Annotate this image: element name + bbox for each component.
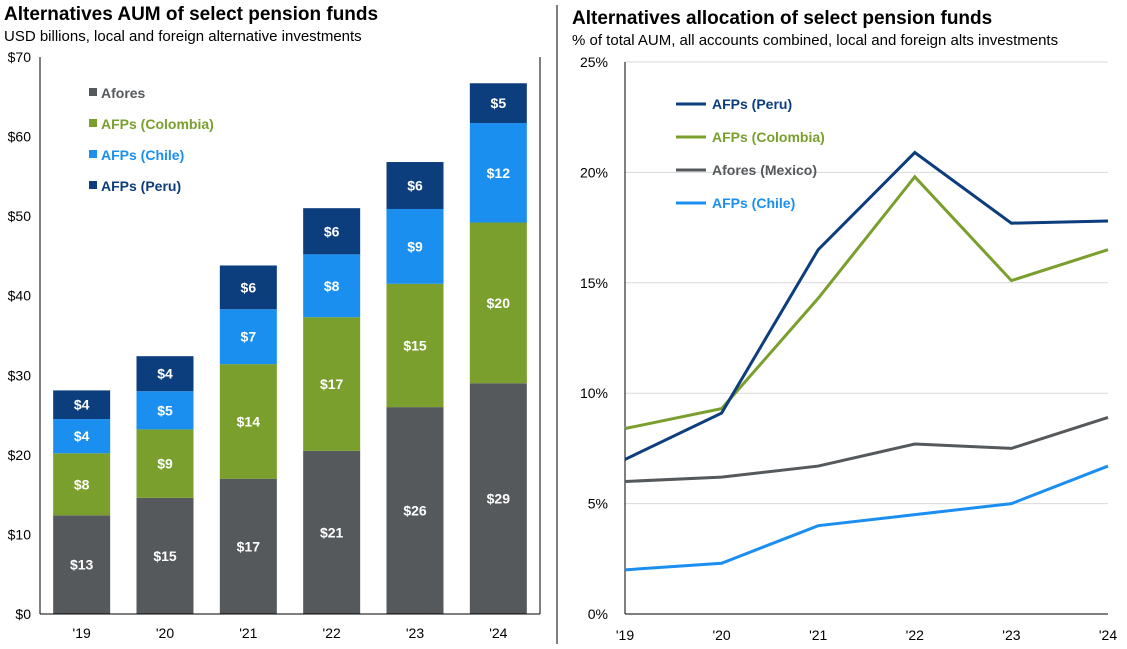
- right-chart-title: Alternatives allocation of select pensio…: [572, 8, 992, 29]
- y-tick-label: $30: [8, 367, 32, 383]
- bar-data-label: $6: [241, 279, 257, 295]
- line-series: [624, 464, 1109, 572]
- bar-segment: [469, 383, 527, 614]
- bar-data-label: $9: [407, 238, 423, 254]
- y-tick-label: 5%: [588, 496, 608, 512]
- x-tick-label: '24: [489, 625, 507, 641]
- right-line-chart: 0% 5% 10% 15% 20% 25% '19 '20 '21 '22 '23 '24 AFPs (…: [580, 54, 1117, 643]
- line-series: [624, 174, 1109, 430]
- bar-data-label: $8: [74, 476, 90, 492]
- bar-segment: [136, 429, 194, 498]
- left-chart-subtitle: USD billions, local and foreign alternat…: [4, 28, 362, 45]
- legend-label: Afores (Mexico): [712, 162, 817, 178]
- legend-label: AFPs (Peru): [101, 178, 181, 194]
- line-series: [624, 150, 1109, 461]
- bar-data-label: $8: [324, 278, 340, 294]
- x-tick-label: '19: [616, 627, 634, 643]
- x-tick-label: '23: [1002, 627, 1020, 643]
- line-series: [624, 416, 1109, 484]
- bar-segment: [386, 283, 444, 408]
- legend-swatch: [89, 88, 97, 96]
- legend-label: AFPs (Peru): [712, 96, 792, 112]
- bar-segment: [219, 478, 277, 614]
- y-tick-label: $20: [8, 447, 32, 463]
- x-tick-label: '22: [323, 625, 341, 641]
- x-tick-label: '22: [906, 627, 924, 643]
- y-tick-label: $50: [8, 208, 32, 224]
- bar-segment: [219, 309, 277, 365]
- bar-segment: [303, 208, 361, 255]
- x-tick-label: '23: [406, 625, 424, 641]
- bar-segment: [53, 390, 111, 420]
- bar-segment: [53, 515, 111, 614]
- legend-label: AFPs (Colombia): [712, 129, 825, 145]
- bar-segment: [219, 364, 277, 479]
- left-bar-chart: $13 $15 $17 $21 $26 $29 $8 $9 $14 $17 $15 $20 $4 $5 $7…: [8, 49, 541, 641]
- y-tick-label: $70: [8, 49, 32, 65]
- bar-segment: [53, 419, 111, 454]
- bar-data-label: $14: [237, 413, 261, 429]
- bar-data-label: $29: [487, 491, 511, 507]
- bar-segment: [303, 254, 361, 318]
- bar-segment: [386, 162, 444, 209]
- legend-label: AFPs (Chile): [712, 195, 795, 211]
- y-tick-label: $10: [8, 526, 32, 542]
- x-tick-label: '20: [712, 627, 730, 643]
- bar-data-label: $15: [403, 337, 427, 353]
- y-tick-label: 15%: [580, 275, 608, 291]
- legend-label: Afores: [101, 85, 146, 101]
- x-tick-label: '20: [156, 625, 174, 641]
- bar-data-label: $4: [74, 428, 90, 444]
- legend-swatch: [89, 181, 97, 189]
- bar-segment: [136, 391, 194, 430]
- x-tick-label: '21: [239, 625, 257, 641]
- bar-data-label: $13: [70, 557, 94, 573]
- right-chart-subtitle: % of total AUM, all accounts combined, l…: [572, 32, 1058, 49]
- bar-segment: [303, 317, 361, 451]
- bar-segment: [136, 497, 194, 614]
- y-tick-label: $60: [8, 129, 32, 145]
- bar-segment: [53, 453, 111, 516]
- legend-label: AFPs (Chile): [101, 147, 184, 163]
- bar-data-label: $9: [157, 456, 173, 472]
- bar-data-label: $26: [403, 503, 427, 519]
- bar-data-label: $12: [487, 165, 511, 181]
- y-tick-label: 25%: [580, 54, 608, 70]
- legend-label: AFPs (Colombia): [101, 116, 214, 132]
- x-tick-label: '19: [73, 625, 91, 641]
- bar-segment: [469, 83, 527, 124]
- legend-swatch: [89, 150, 97, 158]
- y-tick-label: $40: [8, 288, 32, 304]
- bar-segment: [386, 208, 444, 284]
- bar-data-label: $15: [153, 548, 177, 564]
- bar-segment: [303, 450, 361, 614]
- bar-data-label: $5: [157, 402, 173, 418]
- bar-data-label: $21: [320, 524, 344, 540]
- bar-data-label: $17: [237, 538, 261, 554]
- bar-segment: [136, 356, 194, 392]
- x-tick-label: '21: [809, 627, 827, 643]
- bar-segment: [469, 123, 527, 223]
- bar-data-label: $7: [241, 329, 257, 345]
- y-tick-label: 10%: [580, 385, 608, 401]
- bar-data-label: $17: [320, 376, 344, 392]
- bar-segment: [386, 407, 444, 614]
- y-tick-label: 0%: [588, 606, 608, 622]
- bar-data-label: $5: [491, 95, 507, 111]
- bar-segment: [219, 265, 277, 310]
- bar-segment: [469, 222, 527, 384]
- x-tick-label: '24: [1099, 627, 1117, 643]
- y-tick-label: 20%: [580, 164, 608, 180]
- y-tick-label: $0: [15, 606, 31, 622]
- bar-data-label: $4: [157, 366, 173, 382]
- left-chart-title: Alternatives AUM of select pension funds: [4, 4, 378, 25]
- bar-data-label: $4: [74, 397, 90, 413]
- legend-swatch: [89, 119, 97, 127]
- bar-data-label: $20: [487, 295, 511, 311]
- bar-data-label: $6: [407, 178, 423, 194]
- bar-data-label: $6: [324, 223, 340, 239]
